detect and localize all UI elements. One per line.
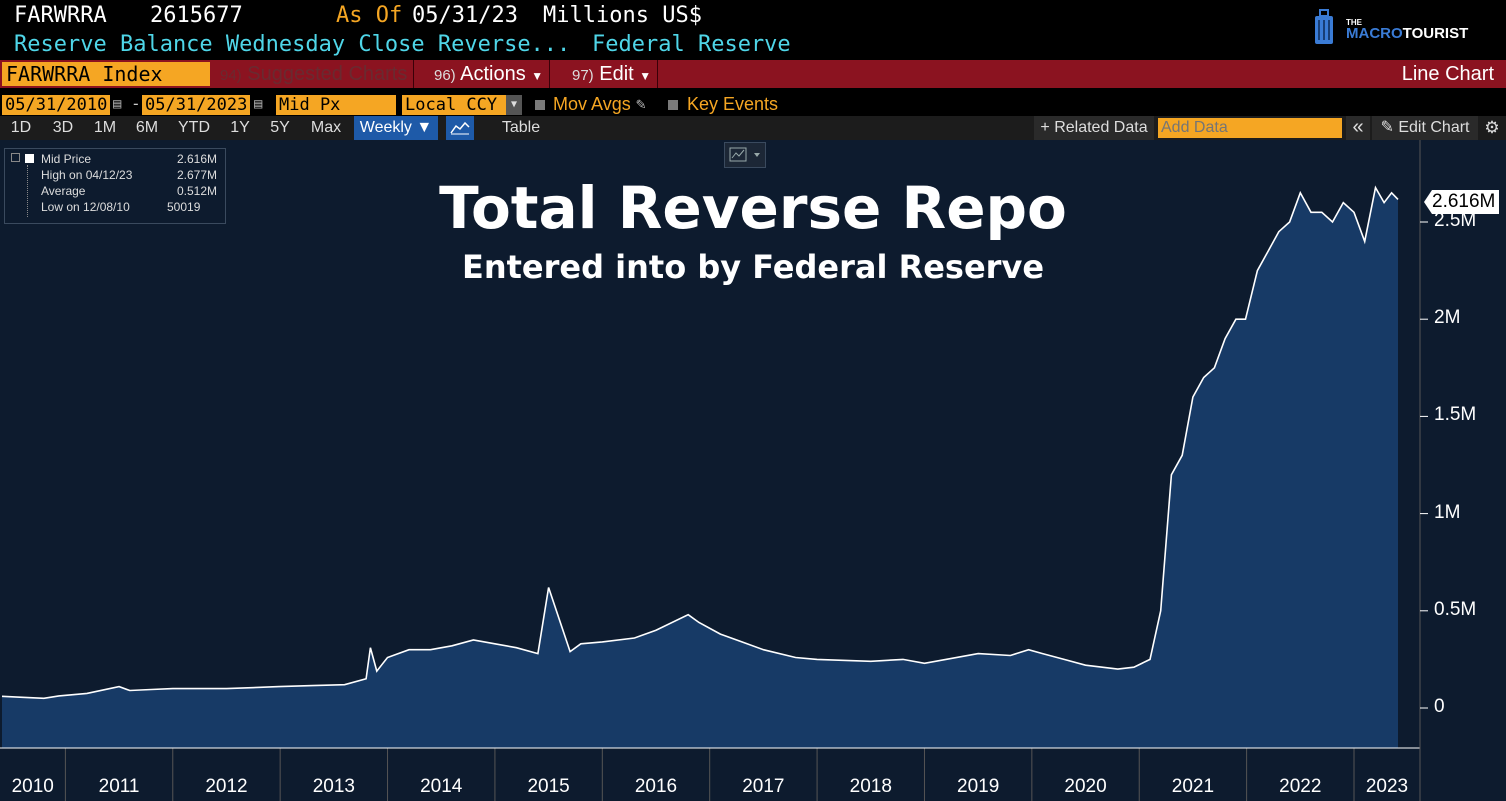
- x-tick-label: 2023: [1365, 776, 1409, 797]
- pencil-icon: ✎: [1380, 119, 1394, 136]
- end-date-input[interactable]: 05/31/2023: [142, 95, 250, 115]
- y-tick-marks: [1420, 221, 1428, 709]
- date-separator: -: [131, 94, 141, 113]
- y-tick-label: 1.5M: [1434, 404, 1477, 426]
- chart-toolbar: 1D 3D 1M 6M YTD 1Y 5Y Max Weekly ▼ Table…: [0, 116, 1506, 140]
- series-line: [1, 185, 1399, 700]
- period-select[interactable]: Weekly ▼: [354, 116, 438, 140]
- series-swatch: [25, 154, 34, 163]
- command-bar: FARWRRA Index 94) Suggested Charts 96) A…: [0, 60, 1506, 88]
- units: Millions US$: [543, 3, 702, 28]
- x-tick-label: 2012: [205, 776, 248, 797]
- x-tick-label: 2011: [98, 776, 140, 797]
- security-header: FARWRRA 2615677 As Of 05/31/23 Millions …: [0, 0, 1506, 32]
- calendar-icon[interactable]: ▤: [254, 96, 263, 112]
- edit-button[interactable]: 97) Edit ▼: [566, 60, 659, 88]
- mov-avgs-label[interactable]: Mov Avgs: [553, 94, 631, 114]
- legend-label: Average: [41, 184, 86, 198]
- related-data-button[interactable]: + Related Data: [1034, 116, 1154, 140]
- collapse-toggle-icon[interactable]: [11, 153, 20, 162]
- field-select[interactable]: Mid Px: [276, 95, 396, 115]
- legend-value: 50019: [167, 200, 201, 214]
- legend-value: 2.677M: [177, 168, 218, 182]
- y-tick-label: 0.5M: [1434, 598, 1477, 620]
- suggested-charts-button[interactable]: 94) Suggested Charts: [214, 60, 415, 88]
- chevron-down-icon[interactable]: ▼: [506, 95, 522, 115]
- key-events-label[interactable]: Key Events: [687, 94, 779, 114]
- legend-value: 0.512M: [177, 184, 218, 198]
- y-tick-label: 2.5M: [1434, 210, 1477, 231]
- collapse-button[interactable]: «: [1346, 116, 1370, 140]
- macro-tourist-logo: THE MACROTOURIST: [1312, 8, 1498, 48]
- legend-box: Mid Price 2.616M High on 04/12/23 2.677M…: [4, 148, 226, 224]
- chart-subtitle: Entered into by Federal Reserve: [461, 248, 1045, 286]
- x-tick-label: 2018: [849, 776, 892, 797]
- logo-the: THE: [1346, 18, 1362, 27]
- range-max[interactable]: Max: [310, 119, 342, 136]
- x-tick-label: 2022: [1279, 776, 1322, 797]
- source: Federal Reserve: [592, 32, 791, 57]
- x-tick-label: 2015: [527, 776, 570, 797]
- x-tick-label: 2010: [11, 776, 54, 797]
- table-button[interactable]: Table: [501, 119, 541, 136]
- x-tick-label: 2020: [1064, 776, 1107, 797]
- settings-gear-icon[interactable]: ⚙: [1484, 118, 1500, 137]
- start-date-input[interactable]: 05/31/2010: [2, 95, 110, 115]
- y-tick-label: 2M: [1434, 307, 1461, 329]
- y-tick-label: 1M: [1434, 501, 1461, 523]
- range-ytd[interactable]: YTD: [178, 119, 210, 136]
- x-tick-label: 2013: [312, 776, 355, 797]
- edit-chart-button[interactable]: ✎ Edit Chart: [1372, 116, 1478, 140]
- y-tick-label: 0: [1434, 696, 1445, 717]
- description-row: Reserve Balance Wednesday Close Reverse.…: [0, 32, 1506, 60]
- range-1y[interactable]: 1Y: [230, 119, 250, 136]
- x-tick-label: 2017: [742, 776, 785, 797]
- chart-style-toggle[interactable]: [724, 142, 766, 168]
- x-tick-label: 2014: [420, 776, 463, 797]
- range-3d[interactable]: 3D: [52, 119, 74, 136]
- as-of-label: As Of: [336, 3, 403, 28]
- legend-tree-line: [27, 165, 29, 217]
- range-5y[interactable]: 5Y: [270, 119, 290, 136]
- mov-avgs-checkbox[interactable]: [535, 100, 545, 110]
- chart-title: Total Reverse Repo: [439, 174, 1067, 242]
- parameter-row: 05/31/2010 ▤ - 05/31/2023 ▤ Mid Px Local…: [0, 92, 1506, 116]
- x-tick-label: 2019: [957, 776, 1000, 797]
- range-6m[interactable]: 6M: [135, 119, 159, 136]
- description: Reserve Balance Wednesday Close Reverse.…: [14, 32, 571, 57]
- x-tick-label: 2021: [1171, 776, 1215, 797]
- actions-button[interactable]: 96) Actions ▼: [428, 60, 551, 88]
- ticker: FARWRRA: [14, 3, 107, 28]
- calendar-icon[interactable]: ▤: [113, 96, 122, 112]
- chart-type-label[interactable]: Line Chart: [1401, 63, 1494, 85]
- logo-macro: MACRO: [1346, 25, 1403, 42]
- chevron-down-icon: ▼: [639, 69, 652, 83]
- series-area: [2, 187, 1398, 749]
- last-value: 2615677: [150, 3, 243, 28]
- line-chart-icon: [729, 147, 760, 162]
- pencil-icon[interactable]: ✎: [636, 94, 646, 113]
- currency-select[interactable]: Local CCY: [402, 95, 506, 115]
- add-data-input[interactable]: [1158, 118, 1342, 138]
- last-value-label: 2.616M: [1424, 190, 1500, 214]
- as-of-date: 05/31/23: [412, 3, 518, 28]
- range-1d[interactable]: 1D: [10, 119, 32, 136]
- x-tick-label: 2016: [634, 776, 678, 797]
- chevron-down-icon: ▼: [531, 69, 544, 83]
- key-events-checkbox[interactable]: [668, 100, 678, 110]
- legend-label: Mid Price: [41, 152, 92, 166]
- legend-label: Low on 12/08/10: [41, 200, 130, 214]
- x-grid: [64, 748, 1355, 801]
- legend-label: High on 04/12/23: [41, 168, 133, 182]
- legend-value: 2.616M: [177, 152, 218, 166]
- suitcase-icon: [1315, 9, 1333, 44]
- chart-svg: [0, 140, 1506, 801]
- line-chart-icon[interactable]: [446, 116, 474, 140]
- range-1m[interactable]: 1M: [93, 119, 117, 136]
- logo-tourist: TOURIST: [1402, 25, 1469, 42]
- security-input[interactable]: FARWRRA Index: [2, 62, 210, 86]
